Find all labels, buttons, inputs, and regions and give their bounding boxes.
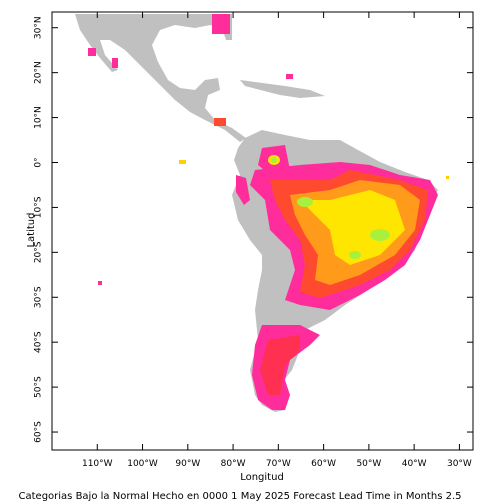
x-tick-label: 40°W — [402, 459, 427, 469]
x-tick-label: 90°W — [175, 459, 200, 469]
y-tick-label: 20°S — [34, 241, 44, 263]
field-yellow-dot — [179, 160, 186, 164]
field-pink-gulf — [212, 14, 230, 34]
y-tick-label: 10°S — [34, 196, 44, 218]
forecast-field — [88, 14, 449, 410]
y-tick-label: 10°N — [34, 106, 44, 129]
x-tick-label: 100°W — [127, 459, 158, 469]
field-yellow-dot — [446, 176, 449, 179]
caribbean-islands — [240, 80, 325, 98]
x-axis-label: Longitud — [240, 472, 284, 483]
north-central-america — [75, 14, 246, 142]
plot-frame — [51, 11, 474, 451]
field-red-patagonia — [260, 335, 300, 395]
field-pink-mexico — [88, 48, 96, 56]
x-tick-label: 60°W — [311, 459, 336, 469]
y-tick-label: 0° — [34, 157, 44, 167]
field-pink-mexico — [112, 58, 118, 68]
field-pink-dot — [98, 281, 102, 285]
field-red-central — [214, 118, 226, 126]
x-tick-label: 30°W — [447, 459, 472, 469]
y-tick-label: 40°S — [34, 331, 44, 353]
field-green — [349, 251, 361, 259]
x-tick-label: 110°W — [82, 459, 113, 469]
field-green — [297, 197, 313, 207]
x-tick-label: 80°W — [221, 459, 246, 469]
y-axis-label: Latitud — [26, 212, 37, 247]
caption: Categorias Bajo la Normal Hecho en 0000 … — [19, 491, 462, 502]
y-tick-label: 60°S — [34, 421, 44, 443]
field-pink-andes — [236, 175, 250, 205]
field-green — [370, 229, 390, 241]
y-tick-label: 30°N — [34, 16, 44, 39]
field-pink-island — [286, 74, 293, 79]
y-tick-label: 20°N — [34, 61, 44, 84]
y-tick-label: 50°S — [34, 376, 44, 398]
x-tick-label: 70°W — [266, 459, 291, 469]
field-yellow — [300, 190, 405, 265]
y-tick-label: 30°S — [34, 286, 44, 308]
field-green — [271, 157, 277, 163]
x-tick-label: 50°W — [356, 459, 381, 469]
